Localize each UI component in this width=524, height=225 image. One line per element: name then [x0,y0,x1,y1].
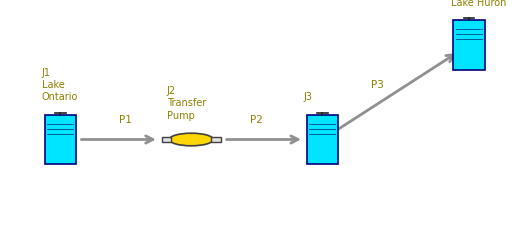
Ellipse shape [169,133,213,146]
Bar [211,137,221,142]
Text: P1: P1 [119,115,132,125]
Text: J1
Lake
Ontario: J1 Lake Ontario [42,68,78,102]
Text: J4
Lake Huron: J4 Lake Huron [451,0,506,8]
Bar [307,115,338,164]
Bar [453,20,485,70]
Text: J3: J3 [304,92,313,102]
Text: P3: P3 [371,81,384,90]
Text: J2
Transfer
Pump: J2 Transfer Pump [167,86,206,121]
Bar [45,115,76,164]
Text: P2: P2 [250,115,263,125]
Bar [162,137,171,142]
